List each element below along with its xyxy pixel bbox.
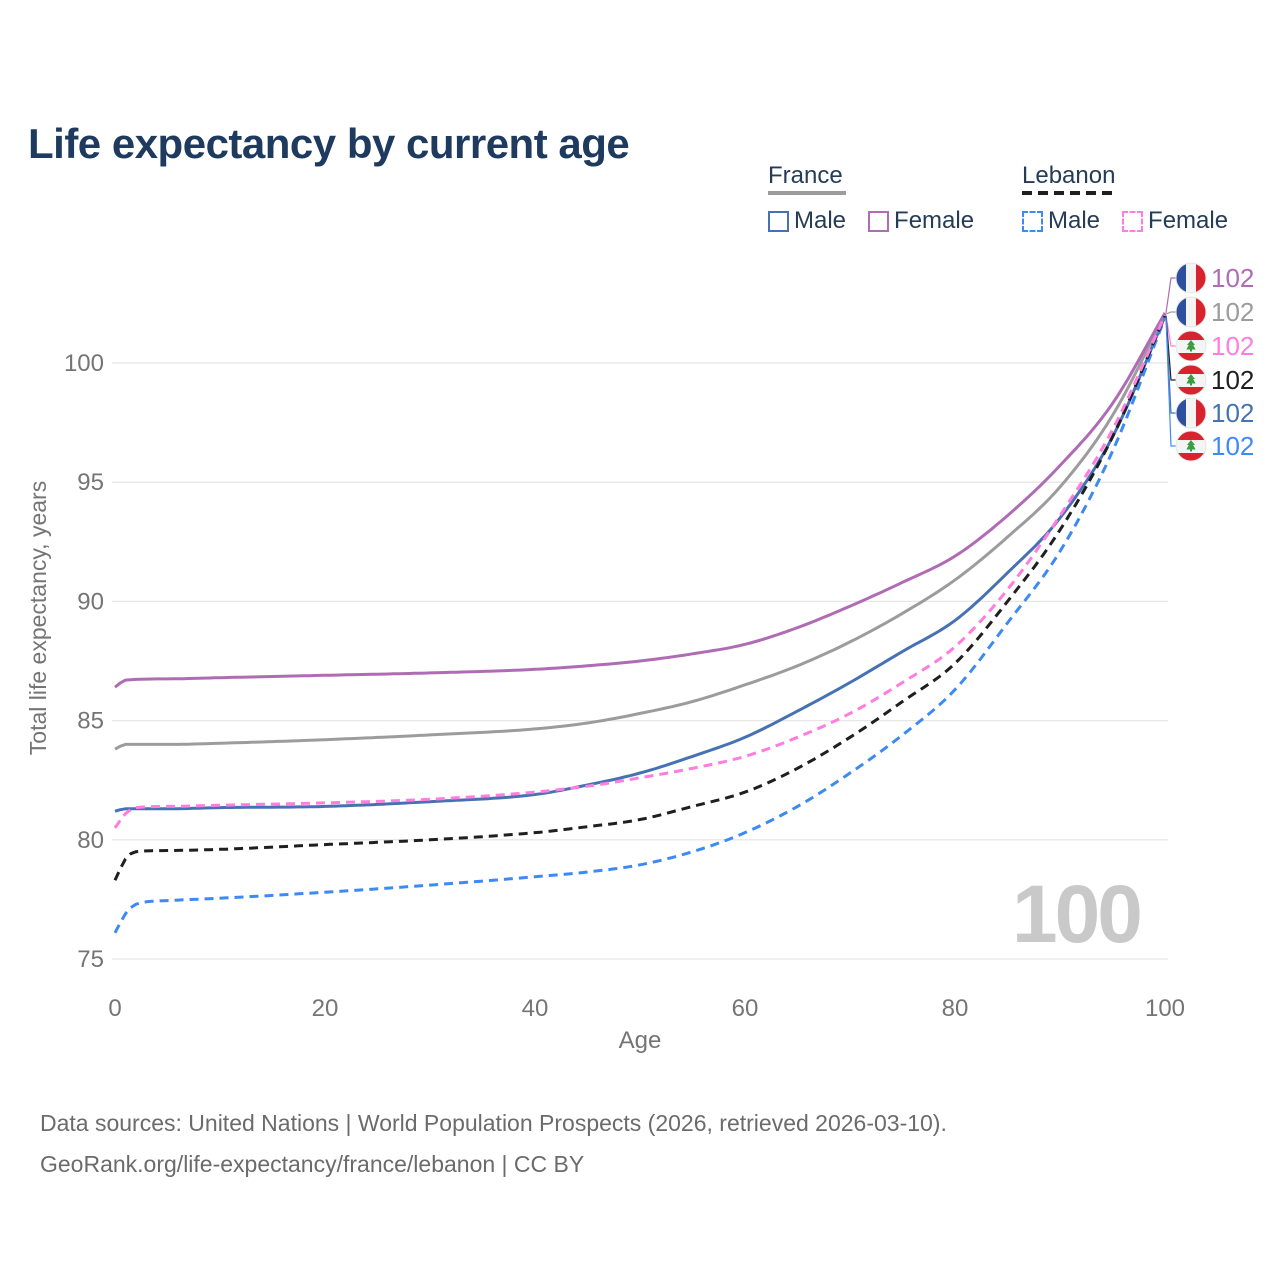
end-label-flag-lebanon-total xyxy=(1175,364,1207,396)
end-label-flag-france-male xyxy=(1175,397,1207,429)
end-label-connector-france-female xyxy=(1165,277,1176,313)
legend-label: Male xyxy=(1048,207,1101,234)
end-label-lebanon-total: 102 xyxy=(1211,365,1254,395)
end-label-flag-lebanon-female xyxy=(1175,330,1207,362)
lebanon-flag-icon xyxy=(1176,331,1206,361)
legend-label: Female xyxy=(1148,207,1229,234)
france-flag-icon xyxy=(1176,398,1206,428)
x-tick-label: 0 xyxy=(108,995,121,1022)
end-label-france-total: 102 xyxy=(1211,297,1254,327)
chart-canvas[interactable]: 75 80 85 90 95 100 0 20 40 60 80 100 Age Total life e… xyxy=(0,0,1280,1080)
legend-item-france-male[interactable]: Male xyxy=(768,207,846,235)
x-tick-label: 100 xyxy=(1145,995,1185,1022)
page-title: Life expectancy by current age xyxy=(28,120,630,168)
end-label-lebanon-male: 102 xyxy=(1211,431,1254,461)
age-indicator: 100 xyxy=(1012,869,1143,960)
y-tick-label: 85 xyxy=(77,708,104,735)
x-tick-label: 20 xyxy=(312,995,339,1022)
lebanon-male-swatch-icon xyxy=(1022,210,1043,232)
x-axis-title: Age xyxy=(619,1027,662,1054)
france-female-swatch-icon xyxy=(868,210,890,232)
france-male-swatch-icon xyxy=(768,210,789,232)
y-tick-label: 90 xyxy=(77,588,104,615)
end-label-france-female: 102 xyxy=(1211,263,1254,293)
attribution-line: GeoRank.org/life-expectancy/france/leban… xyxy=(40,1151,585,1177)
line-france-female[interactable] xyxy=(114,312,1167,689)
legend-lebanon-title[interactable]: Lebanon xyxy=(1022,162,1116,189)
legend-label: Male xyxy=(794,207,847,234)
end-label-flag-france-female xyxy=(1175,262,1207,294)
end-label-lebanon-female: 102 xyxy=(1211,331,1254,361)
y-tick-label: 75 xyxy=(77,946,104,973)
end-label-france-male: 102 xyxy=(1211,398,1254,428)
y-axis-title: Total life expectancy, years xyxy=(25,481,51,755)
y-tick-label: 80 xyxy=(77,827,104,854)
end-label-flag-france-total xyxy=(1175,296,1207,328)
line-france-total[interactable] xyxy=(114,313,1167,751)
x-tick-label: 40 xyxy=(522,995,549,1022)
lebanon-flag-icon xyxy=(1176,431,1206,461)
end-label-flag-lebanon-male xyxy=(1175,430,1207,462)
y-tick-label: 95 xyxy=(77,469,104,496)
legend-label: Female xyxy=(894,207,975,234)
line-lebanon-male[interactable] xyxy=(113,317,1167,934)
legend-group-lebanon: Lebanon Male Female xyxy=(1022,163,1250,235)
end-label-connector-lebanon-male xyxy=(1165,317,1176,447)
x-tick-label: 60 xyxy=(732,995,759,1022)
lebanon-female-swatch-icon xyxy=(1122,210,1144,232)
lebanon-flag-icon xyxy=(1176,365,1206,395)
legend-france-title[interactable]: France xyxy=(768,162,843,189)
france-line-style-swatch xyxy=(768,191,846,195)
y-tick-label: 100 xyxy=(64,350,104,377)
lebanon-line-style-swatch xyxy=(1022,191,1117,195)
end-label-connector-lebanon-female xyxy=(1165,315,1176,347)
legend-item-france-female[interactable]: Female xyxy=(868,207,974,235)
x-tick-label: 80 xyxy=(942,995,969,1022)
data-sources-line: Data sources: United Nations | World Pop… xyxy=(40,1110,947,1136)
end-label-connector-france-total xyxy=(1165,311,1176,315)
france-flag-icon xyxy=(1176,263,1206,293)
legend-group-france: France Male Female xyxy=(768,163,996,235)
line-lebanon-total[interactable] xyxy=(113,315,1167,881)
footer: Data sources: United Nations | World Pop… xyxy=(40,1103,947,1185)
line-france-male[interactable] xyxy=(114,315,1167,813)
legend-item-lebanon-male[interactable]: Male xyxy=(1022,207,1100,235)
france-flag-icon xyxy=(1176,297,1206,327)
line-lebanon-female[interactable] xyxy=(113,314,1167,829)
legend-item-lebanon-female[interactable]: Female xyxy=(1122,207,1228,235)
